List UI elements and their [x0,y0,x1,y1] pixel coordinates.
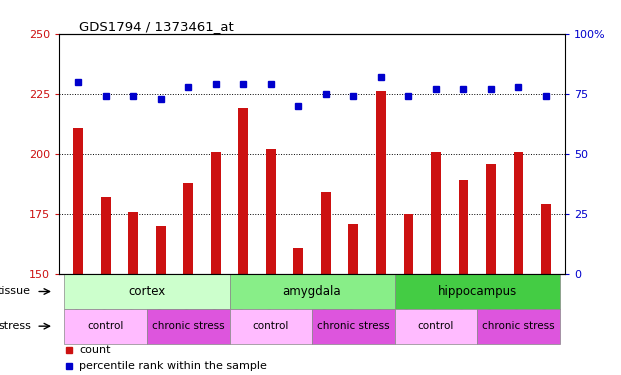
Text: control: control [253,321,289,331]
Text: chronic stress: chronic stress [152,321,225,331]
Bar [294,248,303,274]
Bar [431,152,441,274]
Bar [321,192,330,274]
Text: control: control [88,321,124,331]
Bar [514,152,523,274]
Bar [147,309,230,344]
Bar [394,274,560,309]
Bar [394,309,477,344]
Bar [73,128,83,274]
Bar [238,108,248,274]
Bar [101,197,111,274]
Bar [458,180,468,274]
Text: cortex: cortex [129,285,166,298]
Bar [230,274,394,309]
Bar [156,226,166,274]
Bar [230,309,312,344]
Text: percentile rank within the sample: percentile rank within the sample [79,361,267,371]
Bar [65,274,230,309]
Bar [211,152,220,274]
Text: control: control [418,321,454,331]
Bar [312,309,394,344]
Text: GDS1794 / 1373461_at: GDS1794 / 1373461_at [79,20,234,33]
Text: chronic stress: chronic stress [317,321,389,331]
Text: count: count [79,345,111,355]
Bar [129,211,138,274]
Bar [376,92,386,274]
Text: stress: stress [0,321,31,331]
Bar [404,214,413,274]
Text: chronic stress: chronic stress [482,321,555,331]
Bar [541,204,551,274]
Bar [266,149,276,274]
Text: tissue: tissue [0,286,31,297]
Text: hippocampus: hippocampus [437,285,517,298]
Bar [348,224,358,274]
Text: amygdala: amygdala [283,285,342,298]
Bar [486,164,496,274]
Bar [477,309,560,344]
Bar [183,183,193,274]
Bar [65,309,147,344]
